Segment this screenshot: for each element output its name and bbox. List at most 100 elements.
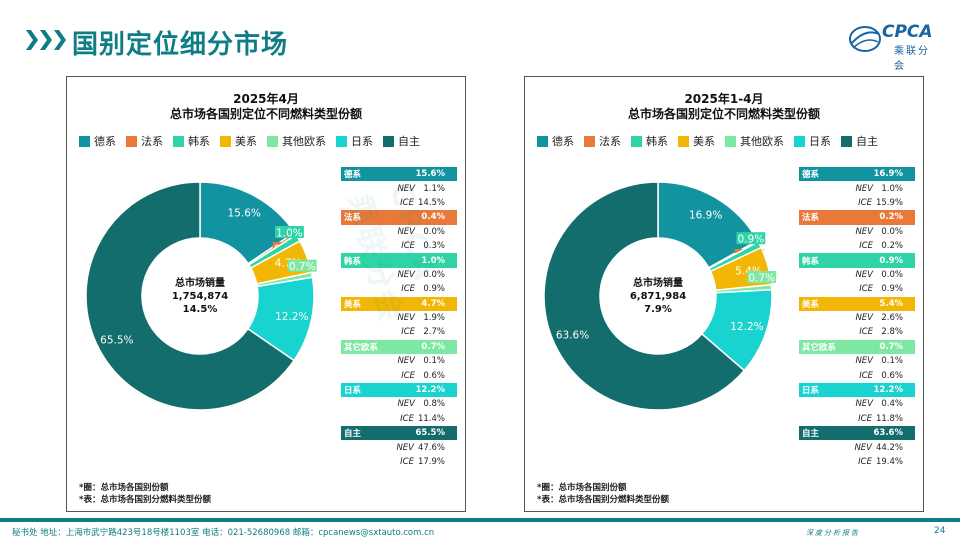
legend-label: 其他欧系 [740,135,784,148]
data-label: 0.9% [738,234,765,246]
table-row: NEV 0.1% [341,354,457,368]
table-group-header: 自主 65.5% [341,426,457,441]
table-row: NEV 47.6% [341,440,457,454]
legend-label: 法系 [141,135,163,148]
group-total: 63.6% [873,428,904,439]
table-group-header: 其它欧系 0.7% [799,339,915,355]
fuel-type-share: 44.2% [875,442,903,453]
fuel-type-share: 0.8% [423,399,445,410]
chart-title: 2025年4月 [233,92,299,106]
fuel-type-share: 17.9% [417,457,445,467]
legend-label: 法系 [599,135,621,148]
data-label: 16.9% [689,209,722,221]
table-row: ICE 0.6% [799,368,915,382]
fuel-type-label: ICE [400,197,414,208]
table-row: NEV 0.0% [341,225,457,239]
legend-swatch [267,135,278,147]
fuel-type-share: 15.9% [875,197,903,208]
chevron-right-icon [54,30,66,50]
center-label: 总市场销量 [633,276,683,289]
page-number: 24 [934,526,946,536]
group-total: 15.6% [415,169,446,180]
share-table: 德系 15.6% NEV 1.1% ICE 14.5% 法系 0.4% NEV 0.0% ICE 0.… [341,167,457,469]
fuel-type-label: ICE [401,370,415,381]
table-row: ICE 15.9% [799,196,915,210]
fuel-type-share: 0.6% [423,370,445,381]
table-group-header: 韩系 1.0% [341,253,457,268]
footer-contact: 秘书处 地址：上海市武宁路423号18号楼1103室 电话：021-526809… [12,528,435,538]
center-volume: 1,754,874 [172,291,228,302]
donut-chart: 16.9%0.2%0.9%5.4%0.7%12.2%63.6%总市场销量6,87… [543,181,777,411]
footer-report-label: 深度分析报告 [806,529,860,537]
table-row: NEV 2.6% [799,311,915,325]
legend-swatch [220,135,231,147]
legend-item: 法系 [126,133,163,149]
legend-swatch [383,135,394,147]
fuel-type-share: 19.4% [875,457,903,467]
legend-item: 韩系 [631,133,668,149]
cpca-logo: CPCA 乘联分会 [848,22,940,72]
fuel-type-share: 11.4% [417,413,445,424]
table-row: ICE 0.9% [341,282,457,296]
fuel-type-label: ICE [859,241,873,252]
fuel-type-label: NEV [855,399,873,410]
table-group-header: 德系 15.6% [341,167,457,182]
fuel-type-label: ICE [400,413,414,424]
center-growth: 14.5% [183,304,218,315]
fuel-type-label: NEV [855,313,873,324]
fuel-type-label: ICE [858,197,872,208]
legend-swatch [336,135,347,147]
data-label: 65.5% [100,334,133,346]
table-row: NEV 0.8% [341,397,457,411]
legend-item: 德系 [79,133,116,149]
note-line: *表：总市场各国别分燃料类型份额 [537,495,669,505]
share-table: 德系 16.9% NEV 1.0% ICE 15.9% 法系 0.2% NEV 0.0% ICE 0.… [799,167,915,469]
legend-item: 韩系 [173,133,210,149]
fuel-type-share: 0.0% [881,269,903,280]
fuel-type-label: ICE [401,327,415,338]
group-name: 法系 [802,213,820,224]
fuel-type-label: NEV [397,226,415,237]
group-name: 德系 [802,170,820,181]
fuel-type-label: NEV [397,183,415,194]
legend-item: 美系 [220,133,257,149]
fuel-type-label: NEV [855,183,873,194]
group-name: 其它欧系 [344,342,379,353]
data-label-bg [275,225,304,238]
fuel-type-label: ICE [858,413,872,424]
group-name: 法系 [344,213,362,224]
table-row: ICE 11.4% [341,412,457,426]
table-row: NEV 0.0% [799,225,915,239]
chevron-right-icon [40,30,52,50]
group-total: 0.2% [879,212,903,223]
fuel-type-label: ICE [401,284,415,295]
legend-item: 日系 [794,133,831,149]
table-row: NEV 0.0% [799,268,915,282]
fuel-type-label: ICE [859,327,873,338]
table-row: NEV 44.2% [799,440,915,454]
center-volume: 6,871,984 [630,291,686,302]
table-group-header: 其它欧系 0.7% [341,339,457,355]
table-group-header: 美系 4.7% [341,296,457,311]
logo-text: CPCA [882,22,933,42]
group-name: 韩系 [802,256,820,267]
chart-subtitle: 总市场各国别定位不同燃料类型份额 [169,107,362,121]
chevron-right-icon [26,30,38,50]
globe-logo-icon [849,26,881,52]
fuel-type-share: 0.1% [423,356,445,367]
fuel-type-label: ICE [858,457,872,467]
legend-label: 其他欧系 [282,135,326,148]
group-name: 德系 [344,170,362,181]
legend-label: 美系 [693,135,715,148]
fuel-type-label: NEV [397,399,415,410]
table-group-header: 自主 63.6% [799,426,915,441]
table-row: ICE 17.9% [341,455,457,469]
footer-divider [0,518,960,522]
fuel-type-label: NEV [855,356,873,367]
fuel-type-share: 0.0% [423,226,445,237]
fuel-type-share: 47.6% [417,442,445,453]
data-label-bg [736,232,766,245]
fuel-type-label: NEV [855,269,873,280]
fuel-type-share: 0.0% [423,269,445,280]
legend-swatch [631,135,642,147]
